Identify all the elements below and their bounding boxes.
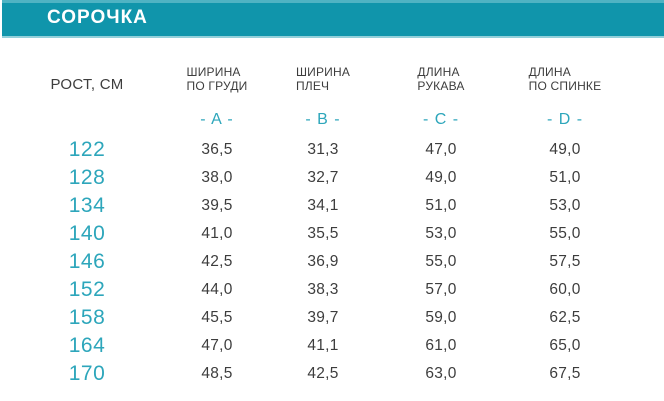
column-header-sleeve-length: ДЛИНА РУКАВА: [356, 55, 526, 104]
shoulder-width-value: 36,9: [307, 253, 339, 270]
section-title: СОРОЧКА: [47, 6, 148, 28]
height-value: 158: [68, 306, 106, 329]
sleeve-length-value: 57,0: [425, 281, 457, 298]
sleeve-length-value: 49,0: [425, 169, 457, 186]
back-length-value: 51,0: [549, 169, 581, 186]
shoulder-width-value: 32,7: [307, 169, 339, 186]
height-value: 122: [68, 138, 106, 161]
sleeve-length-value: 53,0: [425, 225, 457, 242]
column-header-lines: ШИРИНА ПЛЕЧ: [296, 65, 350, 93]
column-header-line1: ШИРИНА: [186, 65, 241, 79]
section-header-bar: СОРОЧКА: [2, 0, 664, 38]
column-header-lines: ШИРИНА ПО ГРУДИ: [187, 65, 248, 93]
column-header-shoulder-width: ШИРИНА ПЛЕЧ: [290, 55, 356, 104]
back-length-value: 67,5: [549, 365, 581, 382]
height-value: 152: [68, 278, 106, 301]
column-header-back-length: ДЛИНА ПО СПИНКЕ: [526, 55, 604, 104]
shoulder-width-value: 31,3: [307, 141, 339, 158]
chest-width-value: 41,0: [201, 225, 233, 242]
chest-width-value: 36,5: [201, 141, 233, 158]
letters-row-spacer: [30, 104, 144, 136]
chest-width-value: 48,5: [201, 365, 233, 382]
height-value: 146: [68, 250, 106, 273]
height-value: 140: [68, 222, 106, 245]
chest-width-value: 39,5: [201, 197, 233, 214]
height-value: 170: [68, 362, 106, 385]
column-header-line2: РУКАВА: [417, 79, 465, 93]
sleeve-length-value: 61,0: [425, 337, 457, 354]
height-value: 128: [68, 166, 106, 189]
back-length-value: 62,5: [549, 309, 581, 326]
dimension-letter-c: - C -: [422, 111, 460, 128]
back-length-value: 57,5: [549, 253, 581, 270]
shoulder-width-value: 41,1: [307, 337, 339, 354]
height-value: 164: [68, 334, 106, 357]
size-table: РОСТ, СМ ШИРИНА ПО ГРУДИ ШИРИНА ПЛЕЧ ДЛИ…: [30, 55, 604, 388]
chest-width-value: 47,0: [201, 337, 233, 354]
shoulder-width-value: 38,3: [307, 281, 339, 298]
sleeve-length-value: 63,0: [425, 365, 457, 382]
back-length-value: 60,0: [549, 281, 581, 298]
row-header-label: РОСТ, СМ: [50, 76, 124, 93]
column-header-line2: ПО ГРУДИ: [186, 79, 248, 93]
height-value: 134: [68, 194, 106, 217]
chest-width-value: 42,5: [201, 253, 233, 270]
chest-width-value: 45,5: [201, 309, 233, 326]
sleeve-length-value: 51,0: [425, 197, 457, 214]
shoulder-width-value: 35,5: [307, 225, 339, 242]
column-header-line2: ПЛЕЧ: [295, 79, 330, 93]
back-length-value: 53,0: [549, 197, 581, 214]
chest-width-value: 44,0: [201, 281, 233, 298]
sleeve-length-value: 55,0: [425, 253, 457, 270]
back-length-value: 65,0: [549, 337, 581, 354]
column-header-chest-width: ШИРИНА ПО ГРУДИ: [144, 55, 290, 104]
sleeve-length-value: 47,0: [425, 141, 457, 158]
shoulder-width-value: 39,7: [307, 309, 339, 326]
column-header-lines: ДЛИНА ПО СПИНКЕ: [529, 65, 602, 93]
column-header-line1: ДЛИНА: [417, 65, 460, 79]
chest-width-value: 38,0: [201, 169, 233, 186]
column-header-line2: ПО СПИНКЕ: [528, 79, 602, 93]
back-length-value: 55,0: [549, 225, 581, 242]
dimension-letter-d: - D -: [546, 111, 584, 128]
column-header-line1: ШИРИНА: [295, 65, 351, 79]
shoulder-width-value: 34,1: [307, 197, 339, 214]
back-length-value: 49,0: [549, 141, 581, 158]
shoulder-width-value: 42,5: [307, 365, 339, 382]
dimension-letter-a: - A -: [200, 111, 234, 128]
sleeve-length-value: 59,0: [425, 309, 457, 326]
column-header-lines: ДЛИНА РУКАВА: [417, 65, 464, 93]
column-header-line1: ДЛИНА: [528, 65, 571, 79]
dimension-letter-b: - B -: [305, 111, 341, 128]
